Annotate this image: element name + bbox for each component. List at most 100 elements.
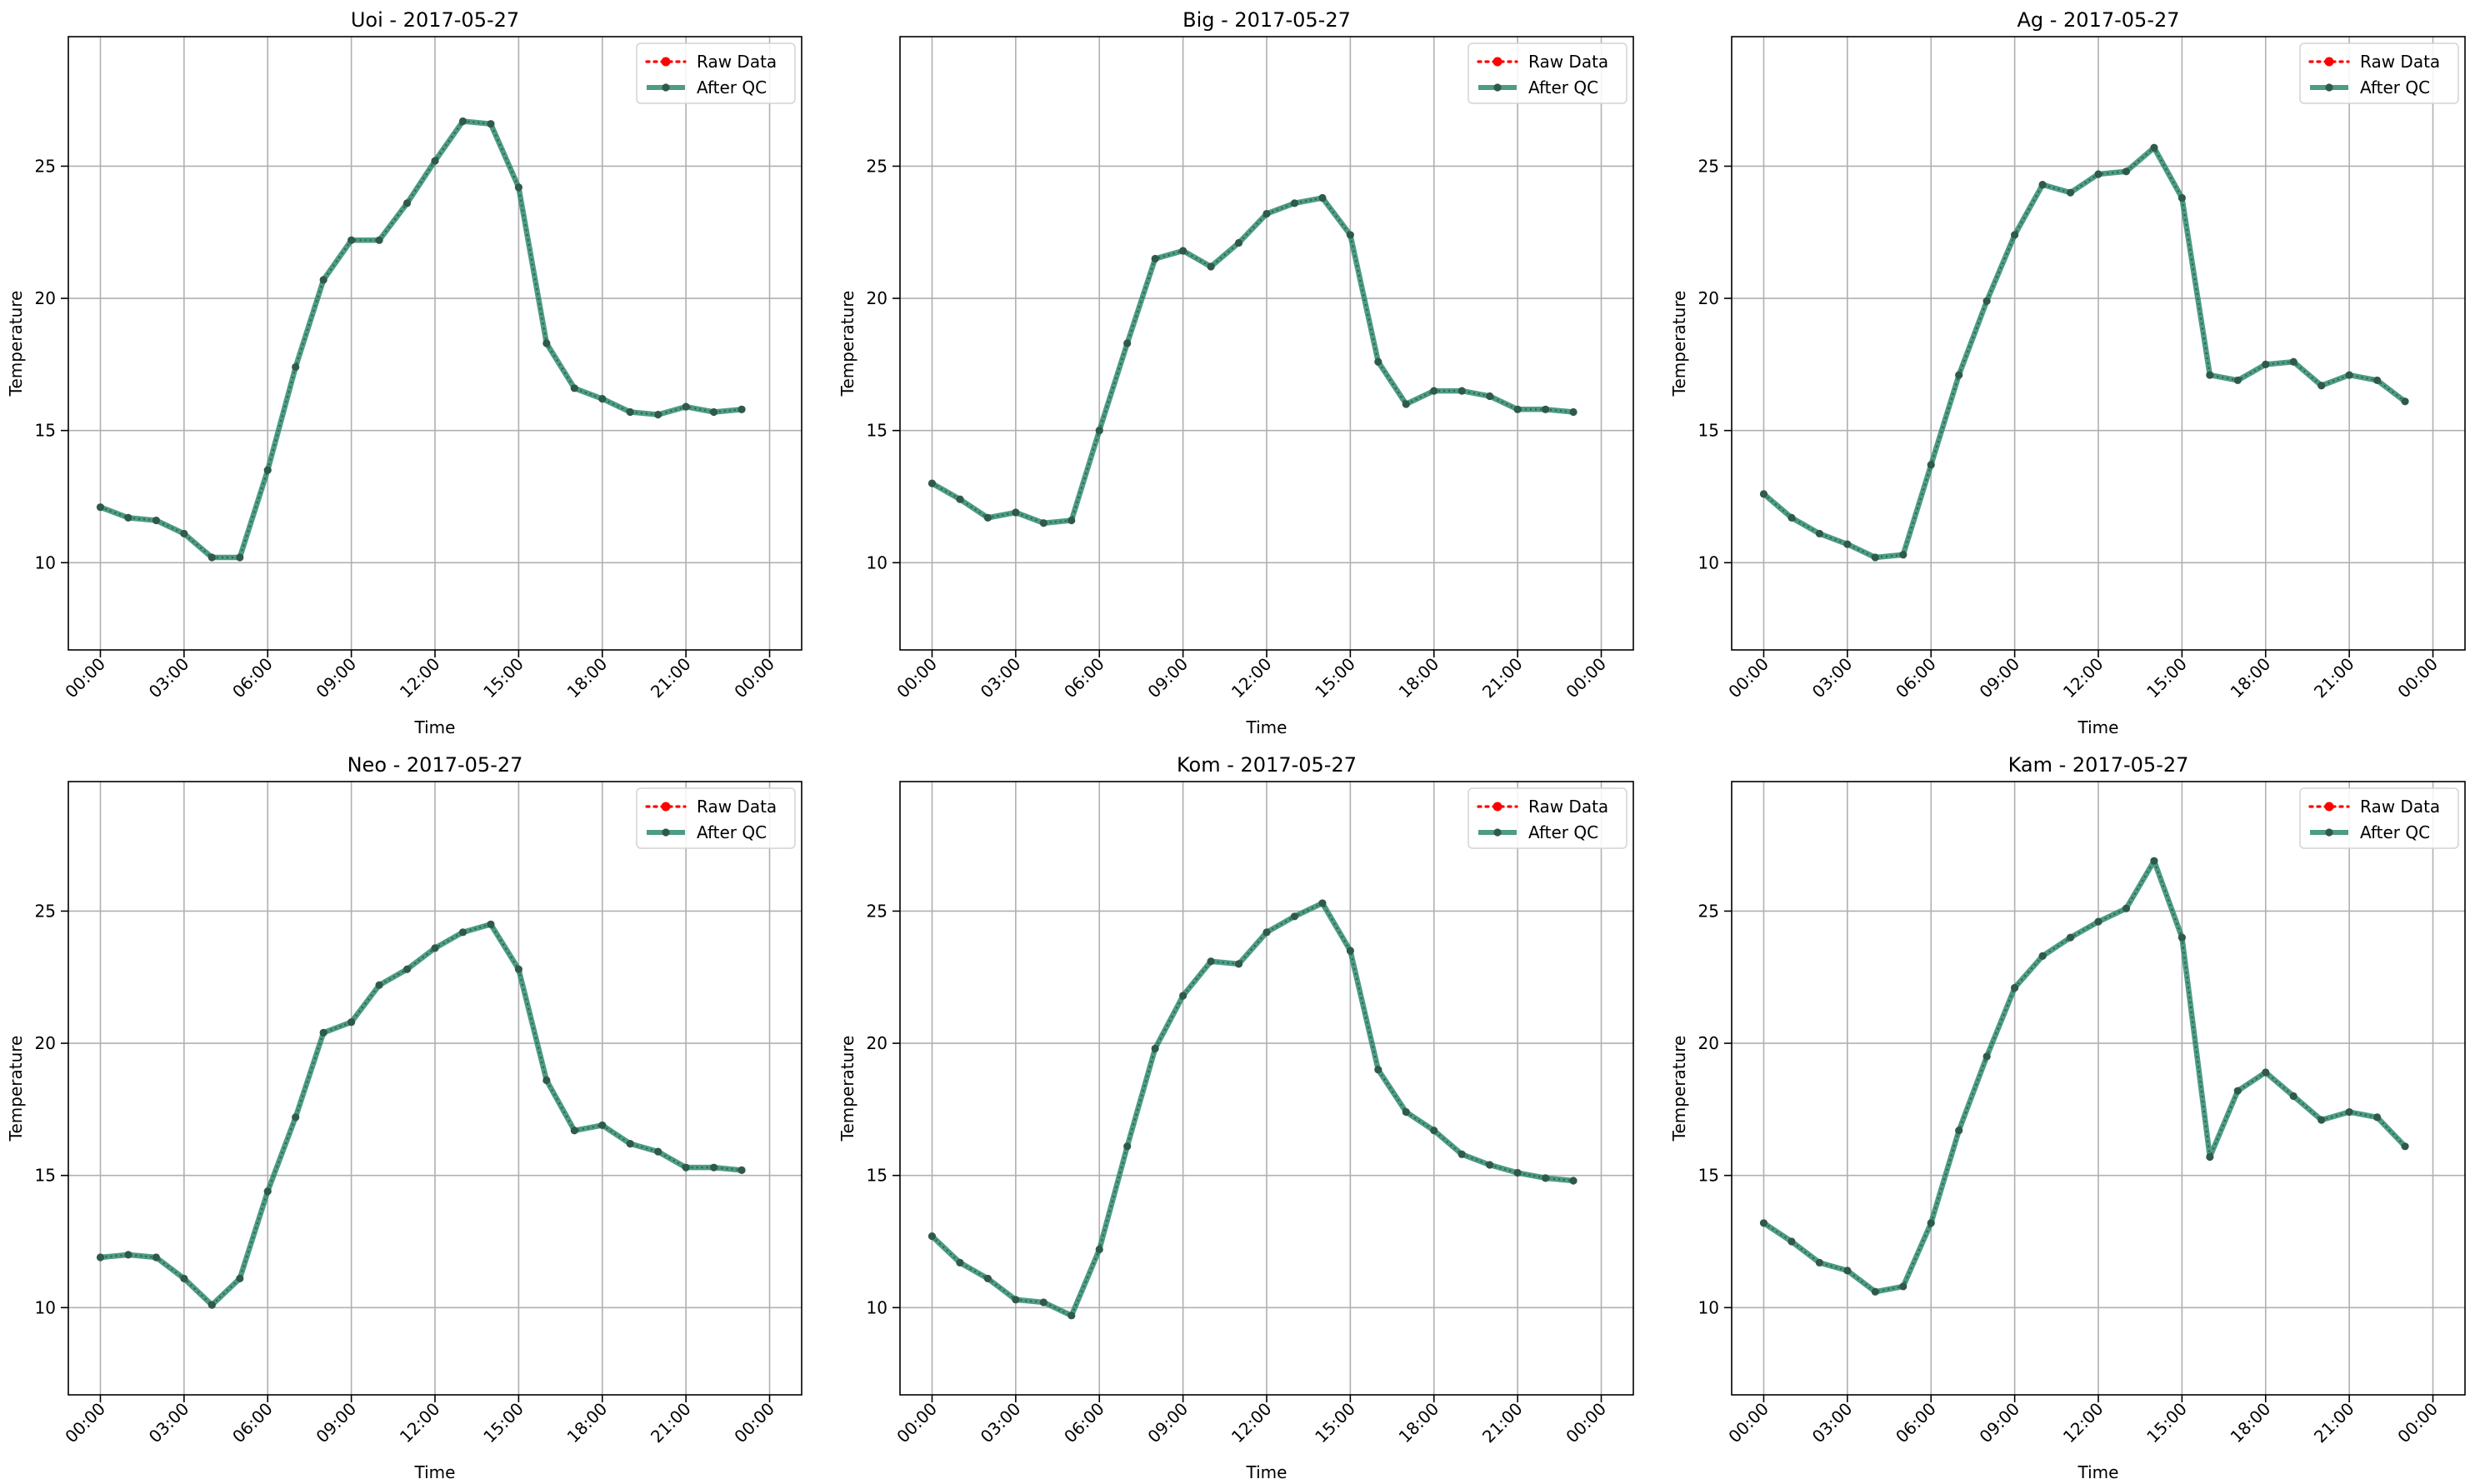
data-point	[626, 1140, 634, 1148]
data-point	[2122, 167, 2131, 176]
x-tick-label: 00:00	[730, 1399, 778, 1447]
data-point	[2094, 170, 2102, 178]
y-tick-label: 25	[35, 156, 56, 176]
data-point	[514, 965, 522, 973]
x-tick-label: 15:00	[1311, 1399, 1359, 1447]
data-point	[375, 236, 383, 244]
y-tick-label: 20	[35, 1033, 56, 1053]
y-tick-label: 10	[1698, 1297, 1719, 1317]
series-raw-data-line	[1762, 146, 2406, 559]
data-point	[1346, 947, 1354, 955]
data-point	[654, 411, 662, 419]
x-axis-label: Time	[414, 717, 456, 737]
data-point	[598, 395, 607, 403]
series-points	[96, 920, 746, 1309]
data-point	[2038, 952, 2047, 960]
data-point	[2401, 397, 2409, 406]
legend-raw-marker	[1492, 802, 1502, 812]
x-tick-label: 21:00	[647, 654, 695, 702]
x-tick-label: 21:00	[1478, 654, 1527, 702]
x-tick-label: 06:00	[1060, 654, 1108, 702]
y-axis-label: Temperature	[1669, 1036, 1689, 1142]
legend-qc-marker	[1493, 828, 1502, 837]
x-tick-label: 18:00	[1395, 654, 1443, 702]
y-tick-label: 25	[867, 156, 888, 176]
data-point	[348, 236, 356, 244]
subplot-1: 10 15 20 25 00:00 03:00 06:00 09:00 12:00 15:00 18…	[6, 8, 802, 737]
data-point	[1788, 513, 1796, 522]
y-tick-label: 10	[867, 1297, 888, 1317]
legend: Raw Data After QC	[636, 42, 796, 104]
legend: Raw Data After QC	[636, 787, 796, 849]
data-point	[2094, 917, 2102, 926]
data-point	[1927, 461, 1935, 469]
data-point	[1982, 1052, 1991, 1061]
data-point	[152, 1253, 160, 1262]
data-point	[402, 965, 412, 973]
data-point	[2206, 1152, 2214, 1162]
data-point	[348, 1018, 356, 1027]
grid	[1732, 782, 2465, 1395]
x-tick-label: 15:00	[479, 654, 528, 702]
data-point	[1207, 957, 1215, 966]
x-tick-label: 12:00	[1228, 654, 1276, 702]
legend-qc-marker	[2325, 83, 2333, 92]
data-point	[1207, 262, 1215, 271]
data-point	[1513, 1168, 1522, 1177]
legend-raw-label: Raw Data	[2360, 52, 2440, 72]
series-after-qc-line	[98, 118, 745, 561]
legend-raw-label: Raw Data	[2360, 797, 2440, 817]
x-tick-label: 09:00	[1975, 654, 2023, 702]
data-point	[1234, 238, 1243, 247]
data-point	[1843, 1267, 1852, 1275]
data-point	[96, 1253, 105, 1262]
x-tick-label: 00:00	[61, 654, 109, 702]
data-point	[1068, 1312, 1076, 1320]
data-point	[96, 503, 105, 512]
x-axis-label: Time	[1246, 1462, 1288, 1482]
y-tick-label: 20	[867, 1033, 888, 1053]
y-tick-label: 25	[867, 901, 888, 921]
series-after-qc-line	[1761, 144, 2408, 561]
x-tick-label: 00:00	[1562, 654, 1610, 702]
series-after-qc-line	[1761, 857, 2408, 1295]
series-after-qc-line	[929, 900, 1577, 1319]
x-tick-label: 09:00	[1143, 654, 1192, 702]
data-point	[2289, 1092, 2298, 1101]
x-tick-label: 15:00	[2142, 1399, 2191, 1447]
x-tick-label: 03:00	[145, 654, 193, 702]
x-tick-label: 03:00	[977, 654, 1025, 702]
series-after-qc-line	[98, 922, 745, 1308]
legend-qc-label: After QC	[2360, 822, 2430, 842]
data-point	[1486, 1161, 1494, 1169]
data-point	[1955, 1127, 1963, 1135]
y-tick-label: 10	[35, 1297, 56, 1317]
data-point	[2345, 371, 2353, 379]
data-point	[1179, 992, 1188, 1000]
data-point	[292, 1113, 300, 1122]
y-tick-label: 15	[867, 1166, 888, 1186]
data-point	[928, 479, 937, 487]
data-point	[124, 1251, 132, 1259]
series-raw-data-line	[931, 197, 1574, 524]
x-tick-label: 12:00	[396, 1399, 444, 1447]
data-point	[710, 407, 718, 417]
data-point	[1123, 339, 1132, 347]
data-point	[1982, 297, 1991, 305]
data-point	[236, 553, 244, 562]
data-point	[1262, 928, 1271, 937]
data-point	[1788, 1237, 1796, 1246]
series-points	[928, 193, 1578, 527]
data-point	[1012, 508, 1020, 517]
x-tick-label: 06:00	[228, 1399, 277, 1447]
data-point	[180, 529, 188, 538]
chart-title: Big - 2017-05-27	[1182, 8, 1351, 32]
data-point	[1095, 1245, 1103, 1254]
x-tick-label: 18:00	[2227, 1399, 2275, 1447]
x-tick-label: 03:00	[1808, 1399, 1857, 1447]
data-point	[2262, 360, 2270, 368]
data-point	[1095, 427, 1103, 435]
legend-qc-marker	[2325, 828, 2333, 837]
legend-qc-label: After QC	[1528, 77, 1598, 97]
data-point	[1815, 1258, 1823, 1267]
